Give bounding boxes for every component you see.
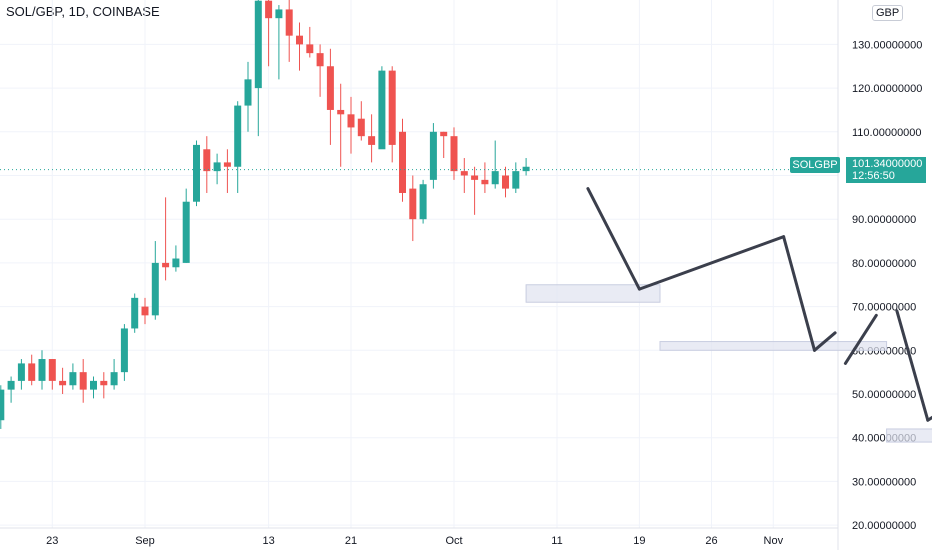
currency-button[interactable]: GBP [872, 5, 904, 21]
candle-body [326, 66, 334, 110]
candle-body [316, 53, 324, 67]
current-price-label: 101.34000000 12:56:50 [846, 157, 926, 183]
candle-body [244, 79, 252, 106]
candle-body [285, 9, 293, 36]
candle-body [48, 359, 56, 381]
candle-body [450, 136, 458, 172]
target-zone [525, 284, 661, 303]
candle-body [7, 380, 15, 390]
candle-body [512, 171, 520, 189]
current-price-value: 101.34000000 [852, 158, 923, 170]
x-tick-label: Oct [445, 535, 462, 547]
x-tick-label: 23 [46, 535, 58, 547]
candle-body [141, 306, 149, 316]
y-tick-label: 90.00000000 [852, 214, 916, 226]
candle-body [0, 389, 5, 421]
candle-body [440, 131, 448, 137]
x-tick-label: 13 [262, 535, 274, 547]
chart-title: SOL/GBP, 1D, COINBASE [6, 4, 160, 19]
candle-body [491, 171, 499, 185]
candle-body [69, 372, 77, 386]
candle-body [378, 70, 386, 150]
candle-body [522, 166, 530, 172]
x-tick-label: 11 [551, 535, 562, 547]
y-tick-label: 80.00000000 [852, 258, 916, 270]
candle-body [357, 118, 365, 137]
target-zone [886, 428, 932, 443]
candle-body [399, 131, 406, 193]
candle-body [306, 44, 314, 54]
candle-body [193, 144, 200, 202]
projection-arrow [843, 313, 878, 365]
candle-body [296, 35, 303, 45]
candle-body [481, 179, 489, 185]
candle-body [419, 184, 427, 220]
candle-body [38, 359, 46, 381]
projection-arrow [813, 331, 837, 352]
candle-body [234, 105, 242, 167]
projection-arrow [895, 309, 930, 422]
y-tick-label: 20.00000000 [852, 520, 916, 532]
candle-body [151, 262, 159, 316]
ticker-label: SOLGBP [790, 157, 840, 173]
projection-arrow [637, 235, 786, 291]
candle-body [100, 380, 108, 386]
x-tick-label: Nov [764, 535, 784, 547]
candle-body [347, 114, 355, 128]
y-tick-label: 110.00000000 [852, 127, 922, 139]
candle-body [471, 175, 479, 180]
candle-body [110, 372, 118, 386]
x-tick-label: Sep [135, 535, 155, 547]
candle-body [502, 175, 509, 189]
candle-body [265, 0, 273, 19]
candle-body [337, 109, 345, 115]
y-tick-label: 130.00000000 [852, 39, 922, 51]
projection-arrow [782, 235, 816, 352]
candle-body [223, 162, 231, 167]
projection-arrow [926, 415, 932, 422]
candle-body [79, 372, 87, 390]
x-tick-label: 26 [705, 535, 717, 547]
candle-body [172, 258, 180, 268]
y-tick-label: 50.00000000 [852, 389, 916, 401]
y-tick-label: 70.00000000 [852, 302, 916, 314]
candle-body [182, 201, 190, 263]
candle-body [28, 363, 36, 381]
candle-body [213, 162, 221, 172]
candle-body [131, 297, 139, 329]
candle-body [17, 363, 25, 381]
candle-body [203, 149, 211, 172]
candle-countdown: 12:56:50 [852, 170, 895, 182]
target-zone [659, 341, 888, 351]
candle-body [388, 70, 396, 145]
y-tick-label: 120.00000000 [852, 83, 922, 95]
candle-body [275, 9, 283, 19]
candle-body [254, 0, 262, 89]
candle-body [162, 262, 170, 268]
y-tick-label: 30.00000000 [852, 476, 916, 488]
x-tick-label: 19 [633, 535, 645, 547]
candle-body [409, 188, 417, 220]
candle-body [429, 131, 437, 180]
candle-body [120, 328, 128, 373]
projection-arrow [586, 187, 641, 291]
candle-body [59, 380, 67, 386]
candle-body [460, 171, 468, 176]
candle-body [90, 380, 97, 390]
candle-body [368, 136, 376, 145]
x-tick-label: 21 [345, 535, 357, 547]
